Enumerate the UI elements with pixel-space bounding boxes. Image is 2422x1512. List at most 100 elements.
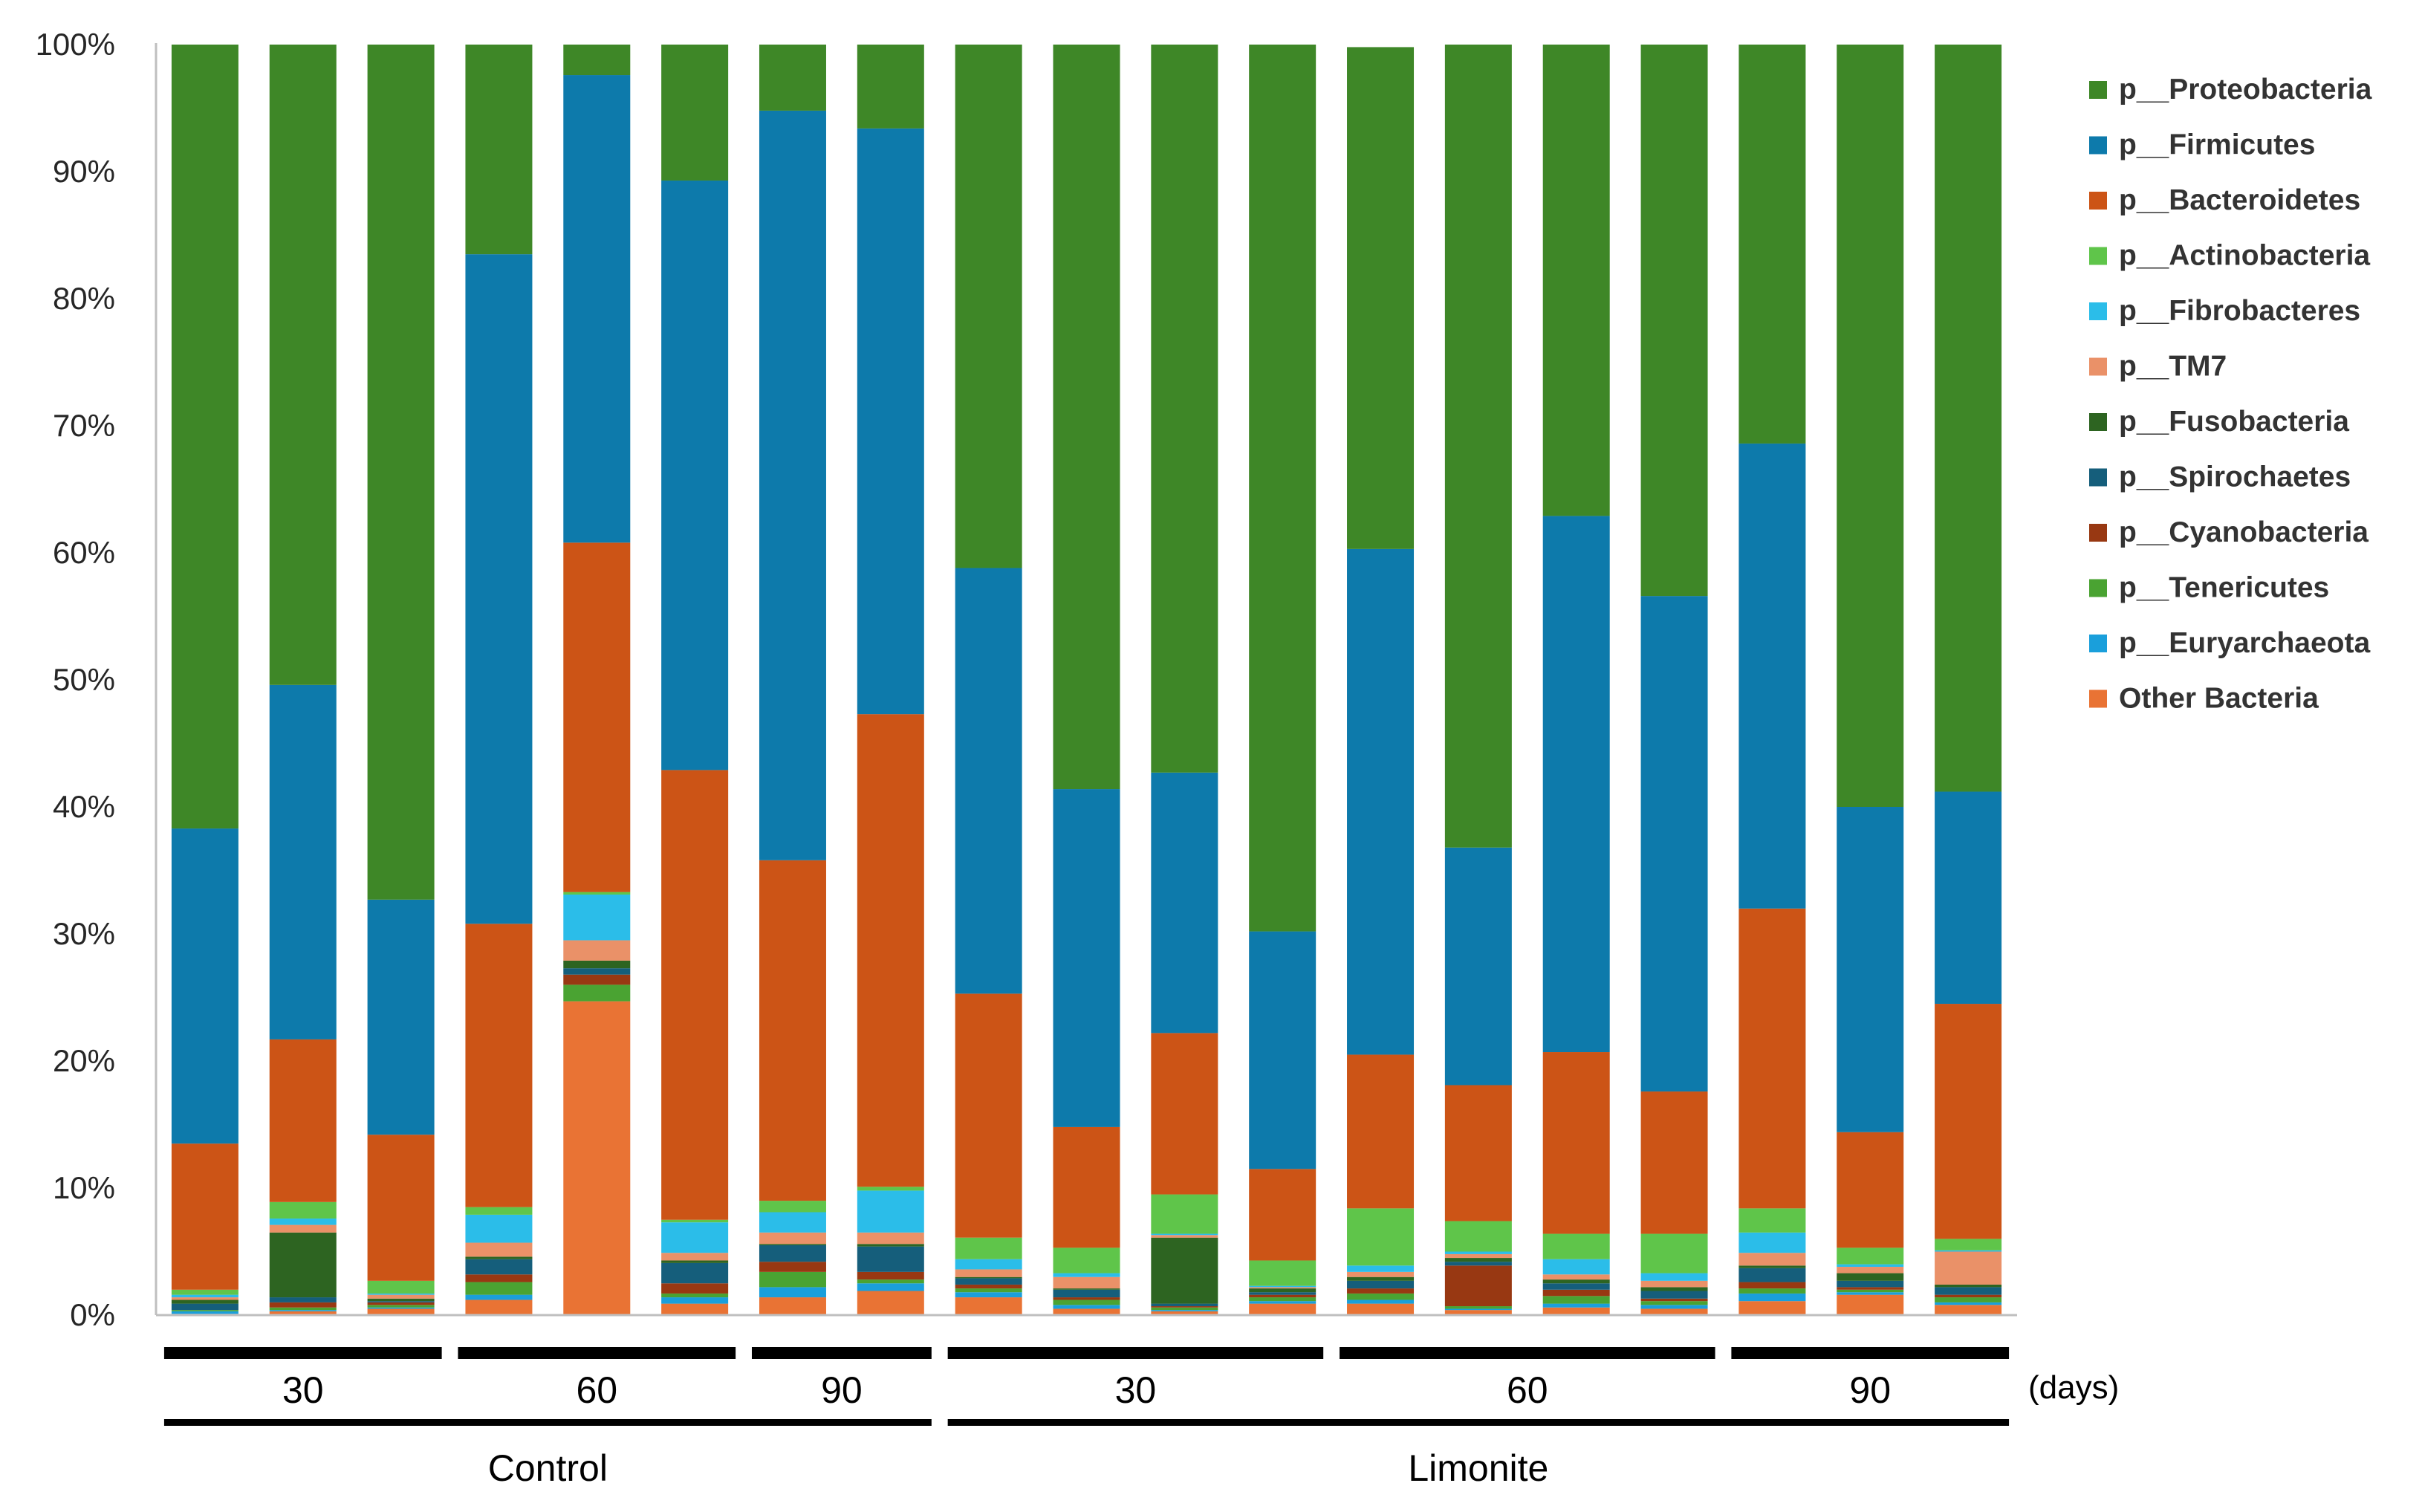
bar-19-p-firmicutes-segment	[1935, 791, 2002, 1005]
bar-4-p-proteobacteria-segment	[465, 45, 533, 255]
bar-19-p-tenericutes-segment	[1935, 1297, 2002, 1302]
bar-15-p-fusobacteria-segment	[1542, 1279, 1610, 1284]
bar-3-p-actinobacteria-segment	[367, 1280, 435, 1294]
legend-item-other-bacteria: Other Bacteria	[2089, 683, 2319, 715]
bar-15-p-firmicutes-segment	[1542, 516, 1610, 1053]
bar-14-p-cyanobacteria-segment	[1444, 1265, 1512, 1307]
bar-13-p-euryarchaeota-segment	[1347, 1300, 1415, 1304]
bar-17-other-bacteria-segment	[1738, 1301, 1806, 1315]
bar-3-p-fusobacteria-segment	[367, 1298, 435, 1302]
bar-16-other-bacteria-segment	[1640, 1308, 1708, 1315]
bar-15-p-bacteroidetes-segment	[1542, 1052, 1610, 1234]
bar-2-p-fibrobacteres-segment	[269, 1219, 337, 1225]
bar-8-p-euryarchaeota-segment	[857, 1283, 924, 1291]
bar-18-p-euryarchaeota-segment	[1837, 1292, 1904, 1295]
bar-9	[955, 45, 1022, 1315]
bar-3	[367, 45, 435, 1315]
bar-13-p-tm7-segment	[1347, 1271, 1415, 1277]
bar-17-p-spirochaetes-segment	[1738, 1268, 1806, 1282]
bar-2-p-tm7-segment	[269, 1224, 337, 1233]
bar-17-p-proteobacteria-segment	[1738, 45, 1806, 444]
bar-19-p-cyanobacteria-segment	[1935, 1294, 2002, 1298]
bar-3-p-spirochaetes-segment	[367, 1301, 435, 1302]
bar-7-p-proteobacteria-segment	[759, 45, 826, 111]
bar-11-p-tenericutes-segment	[1151, 1307, 1218, 1311]
legend-swatch-p-spirochaetes	[2089, 468, 2107, 487]
bar-2-p-firmicutes-segment	[269, 684, 337, 1039]
bar-3-p-proteobacteria-segment	[367, 45, 435, 900]
bars	[171, 45, 2002, 1315]
y-tick-label-90: 90%	[53, 154, 115, 189]
bar-5-p-firmicutes-segment	[563, 75, 631, 543]
bar-8-p-tm7-segment	[857, 1232, 924, 1245]
bar-11-p-firmicutes-segment	[1151, 772, 1218, 1034]
bar-16-p-tenericutes-segment	[1640, 1301, 1708, 1305]
bar-4-p-tenericutes-segment	[465, 1282, 533, 1295]
bar-11-p-tm7-segment	[1151, 1235, 1218, 1238]
legend-item-p-bacteroidetes: p__Bacteroidetes	[2089, 184, 2360, 216]
bar-1-p-actinobacteria-segment	[171, 1289, 238, 1295]
legend-item-p-actinobacteria: p__Actinobacteria	[2089, 240, 2370, 272]
legend-item-p-cyanobacteria: p__Cyanobacteria	[2089, 516, 2369, 548]
bar-1-p-tenericutes-segment	[171, 1310, 238, 1311]
bar-13	[1347, 47, 1415, 1315]
time-group-bar-3	[751, 1347, 932, 1359]
bar-8-p-cyanobacteria-segment	[857, 1271, 924, 1280]
bar-8-p-fibrobacteres-segment	[857, 1190, 924, 1233]
bar-17-p-cyanobacteria-segment	[1738, 1282, 1806, 1289]
legend-item-p-tm7: p__TM7	[2089, 351, 2227, 383]
bar-15-p-spirochaetes-segment	[1542, 1283, 1610, 1290]
bar-4-p-firmicutes-segment	[465, 254, 533, 924]
bar-8	[857, 45, 924, 1315]
bar-13-p-tenericutes-segment	[1347, 1293, 1415, 1300]
bar-14-p-tenericutes-segment	[1444, 1306, 1512, 1309]
bar-14-p-proteobacteria-segment	[1444, 45, 1512, 848]
bar-13-other-bacteria-segment	[1347, 1303, 1415, 1315]
bar-7	[759, 45, 826, 1315]
bar-1-p-fibrobacteres-segment	[171, 1294, 238, 1298]
bar-7-p-actinobacteria-segment	[759, 1201, 826, 1213]
bar-2-p-bacteroidetes-segment	[269, 1039, 337, 1202]
bar-15-p-tenericutes-segment	[1542, 1296, 1610, 1304]
legend-item-p-spirochaetes: p__Spirochaetes	[2089, 461, 2351, 493]
bar-9-p-proteobacteria-segment	[955, 45, 1022, 568]
bar-13-p-firmicutes-segment	[1347, 548, 1415, 1055]
legend-item-p-proteobacteria: p__Proteobacteria	[2089, 74, 2372, 106]
bar-6-p-tm7-segment	[661, 1253, 729, 1261]
bar-1-p-bacteroidetes-segment	[171, 1143, 238, 1290]
bar-9-p-cyanobacteria-segment	[955, 1284, 1022, 1289]
legend-label-p-cyanobacteria: p__Cyanobacteria	[2119, 516, 2369, 548]
bar-18-p-tm7-segment	[1837, 1267, 1904, 1273]
bar-14-p-euryarchaeota-segment	[1444, 1308, 1512, 1311]
bar-17	[1738, 45, 1806, 1315]
bar-7-p-cyanobacteria-segment	[759, 1262, 826, 1272]
bar-4-other-bacteria-segment	[465, 1300, 533, 1315]
bar-11-p-proteobacteria-segment	[1151, 45, 1218, 773]
bar-17-p-fibrobacteres-segment	[1738, 1232, 1806, 1253]
bar-7-p-spirochaetes-segment	[759, 1245, 826, 1262]
bar-12-other-bacteria-segment	[1249, 1303, 1316, 1315]
group-brackets: 30 60 90 30 60 90 (days) Control Limonite	[163, 1347, 2119, 1489]
legend-swatch-p-bacteroidetes	[2089, 192, 2107, 210]
bar-1	[171, 45, 238, 1315]
legend-item-p-fusobacteria: p__Fusobacteria	[2089, 406, 2349, 438]
bar-2-p-spirochaetes-segment	[269, 1297, 337, 1302]
bar-11-p-bacteroidetes-segment	[1151, 1033, 1218, 1195]
bar-10-p-fibrobacteres-segment	[1053, 1273, 1120, 1277]
bar-15-p-proteobacteria-segment	[1542, 45, 1610, 516]
legend-swatch-p-proteobacteria	[2089, 81, 2107, 99]
bar-11-p-spirochaetes-segment	[1151, 1303, 1218, 1307]
bar-12-p-tm7-segment	[1249, 1287, 1316, 1289]
bar-16-p-firmicutes-segment	[1640, 596, 1708, 1092]
bar-10	[1053, 45, 1120, 1315]
y-tick-label-80: 80%	[53, 281, 115, 316]
bar-18-p-proteobacteria-segment	[1837, 45, 1904, 807]
bar-3-p-tenericutes-segment	[367, 1305, 435, 1308]
bar-9-p-euryarchaeota-segment	[955, 1292, 1022, 1298]
bar-1-p-tm7-segment	[171, 1297, 238, 1300]
bar-7-p-firmicutes-segment	[759, 110, 826, 860]
legend-label-p-euryarchaeota: p__Euryarchaeota	[2119, 627, 2370, 659]
bar-7-p-fibrobacteres-segment	[759, 1212, 826, 1233]
bar-12-p-firmicutes-segment	[1249, 931, 1316, 1169]
